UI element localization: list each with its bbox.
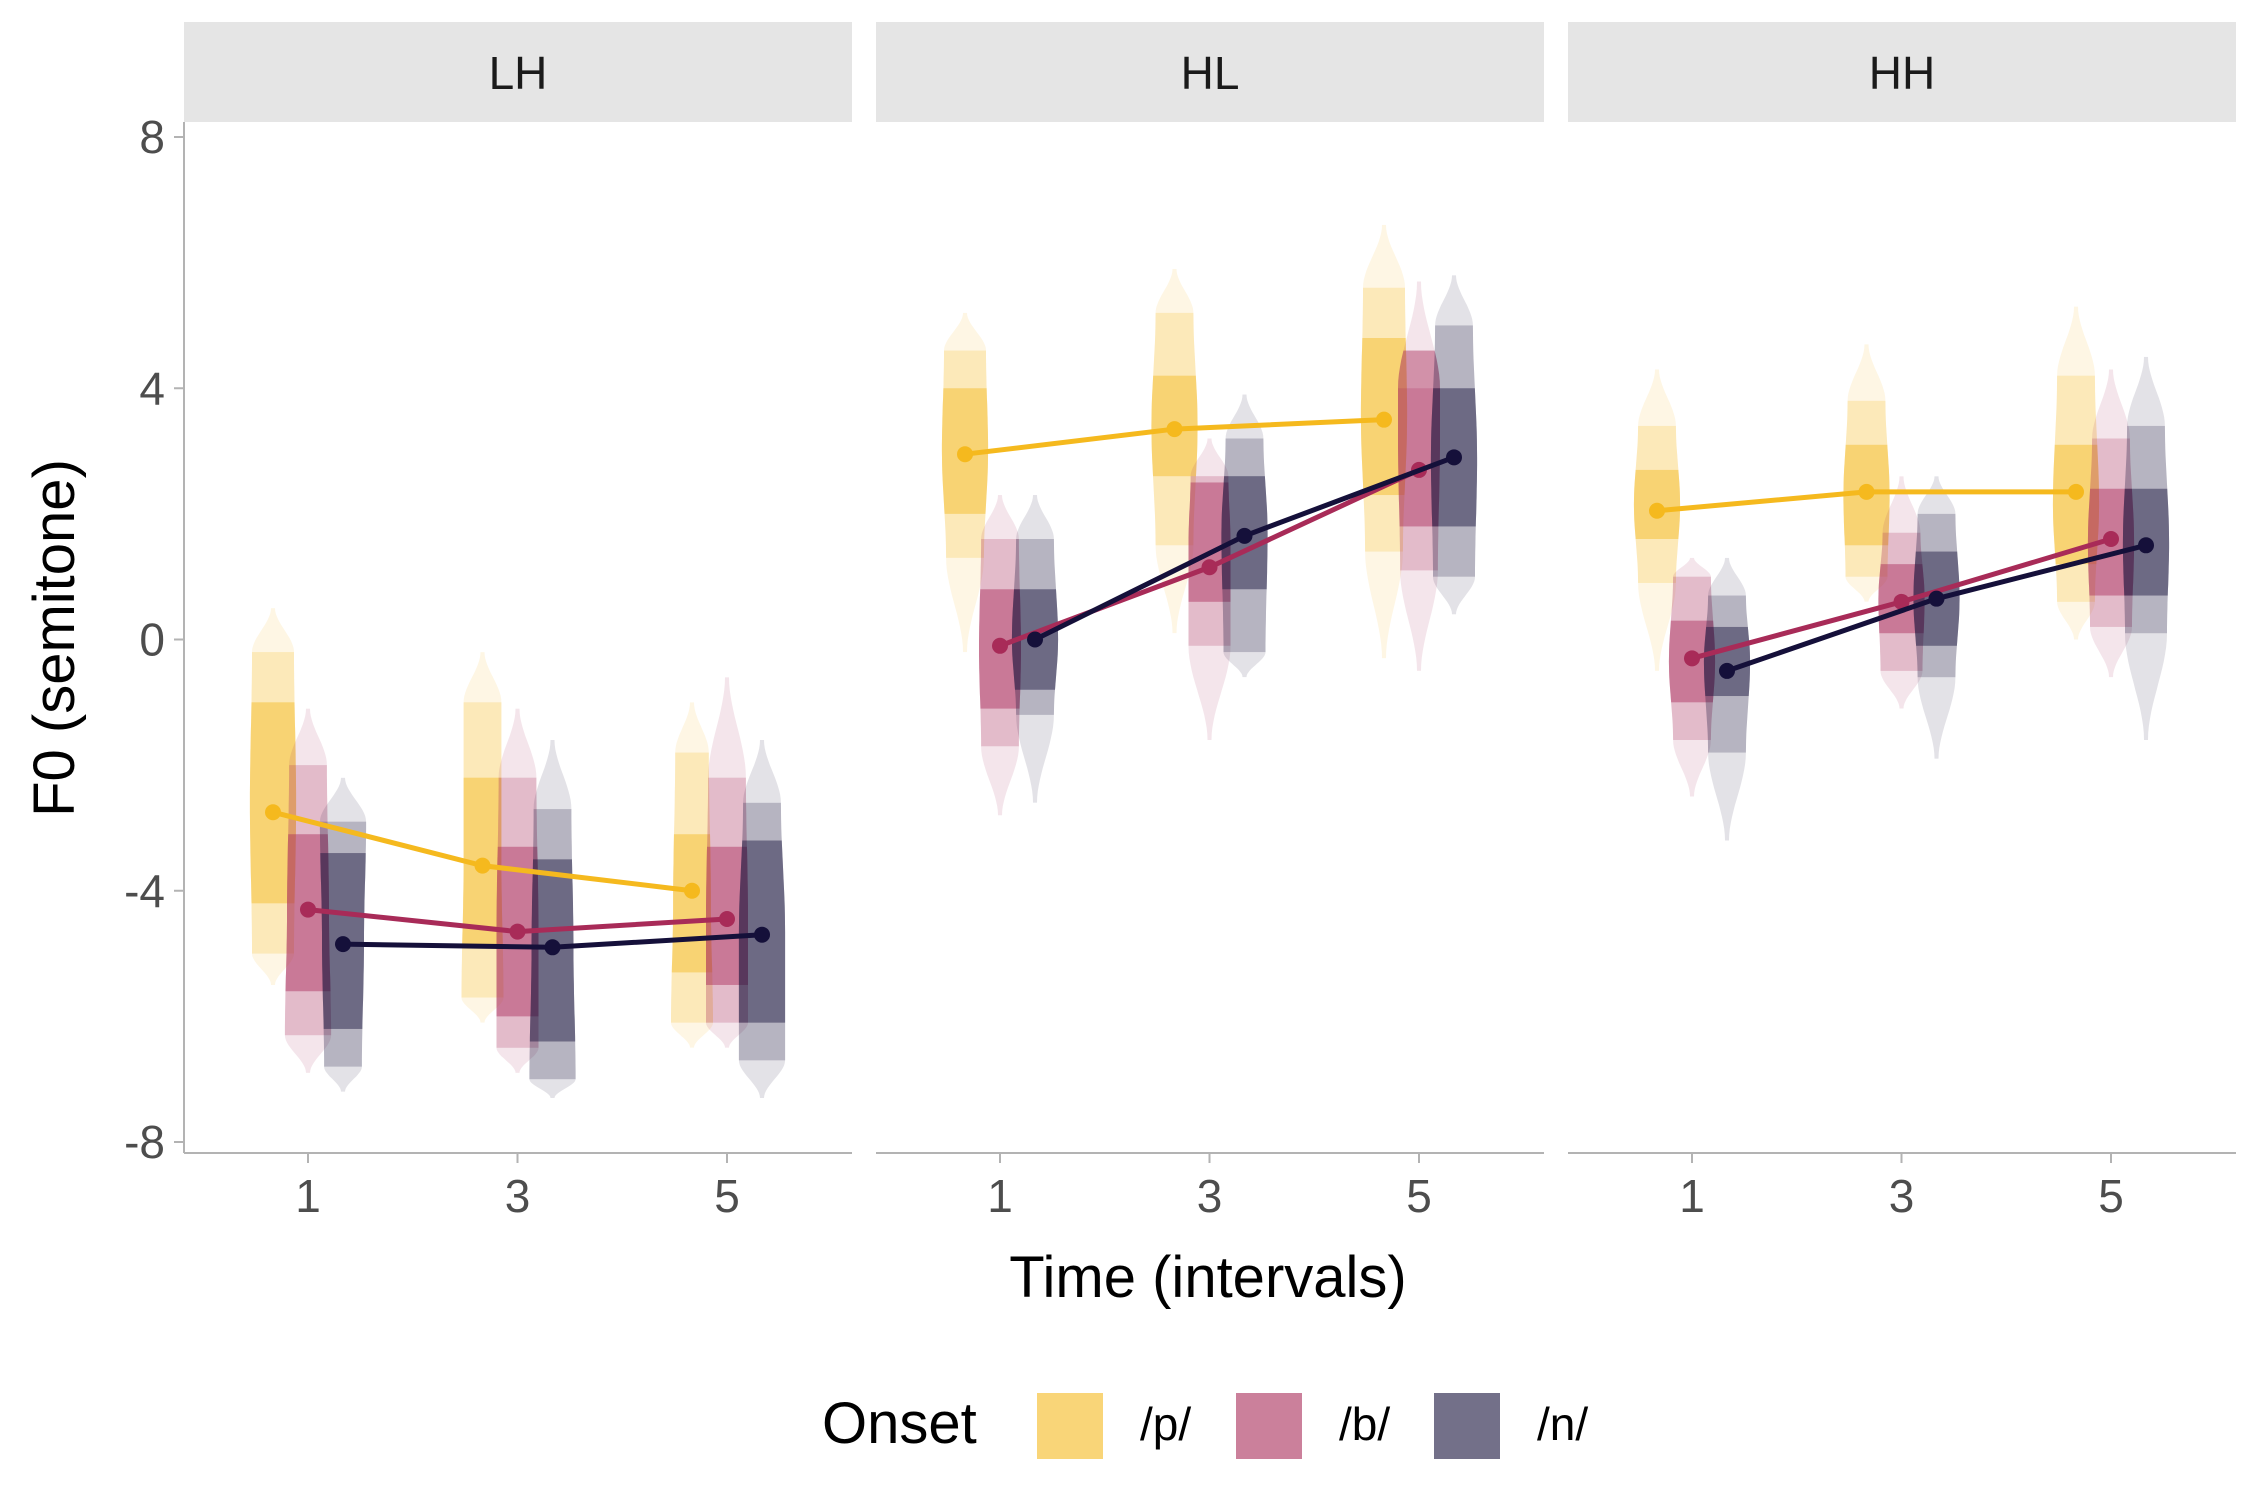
- data-point-b: [719, 911, 735, 928]
- x-tick-label: 5: [714, 1170, 740, 1222]
- legend-entry-label: /b/: [1339, 1398, 1390, 1450]
- violin-band: [2122, 425, 2170, 634]
- x-tick-label: 1: [987, 1170, 1013, 1222]
- data-point-p: [1649, 502, 1665, 519]
- series-lines: [1649, 483, 2154, 679]
- facet-strip: [184, 22, 852, 122]
- data-point-n: [1446, 449, 1462, 466]
- data-point-n: [2138, 537, 2154, 554]
- data-point-p: [1376, 411, 1392, 428]
- legend-entry-label: /n/: [1537, 1398, 1588, 1450]
- y-axis-title: F0 (semitone): [22, 459, 87, 817]
- data-point-p: [957, 446, 973, 463]
- violin-band: [461, 652, 504, 1023]
- x-tick-label: 5: [2098, 1170, 2124, 1222]
- violin-p-t1: [249, 608, 297, 985]
- y-tick-label: -8: [124, 1116, 165, 1168]
- violin-band: [1398, 350, 1440, 527]
- violin-band: [671, 702, 713, 1048]
- violin-band: [2087, 369, 2135, 678]
- data-point-n: [1236, 527, 1253, 544]
- x-axis-title: Time (intervals): [1009, 1245, 1406, 1310]
- data-point-b: [1201, 559, 1218, 576]
- facet-strip: [876, 22, 1544, 122]
- legend-key-swatch: [1434, 1393, 1500, 1459]
- series-lines: [957, 411, 1462, 654]
- violin-band: [1843, 344, 1890, 602]
- data-point-n: [335, 936, 351, 953]
- legend-key-swatch: [1037, 1393, 1103, 1459]
- x-tick-label: 3: [1197, 1170, 1223, 1222]
- violin-band: [706, 777, 748, 1023]
- violin-band: [1188, 482, 1231, 602]
- violin-band: [979, 495, 1021, 816]
- violin-n-t5: [1430, 275, 1478, 615]
- facet-strip-label: HL: [1181, 47, 1240, 99]
- violin-band: [284, 708, 332, 1073]
- data-point-b: [300, 901, 316, 918]
- data-point-p: [2068, 483, 2084, 500]
- data-point-p: [684, 882, 700, 899]
- y-tick-label: 0: [139, 614, 165, 666]
- legend-key-swatch: [1236, 1393, 1302, 1459]
- data-point-n: [754, 926, 770, 943]
- violin-band: [249, 652, 297, 954]
- facet-strip: [1568, 22, 2236, 122]
- data-point-n: [1719, 662, 1735, 679]
- data-point-p: [1166, 421, 1183, 438]
- facet-panel-hl: HL 1 3 5: [876, 22, 1544, 1222]
- series-lines: [265, 804, 770, 956]
- legend-title: Onset: [822, 1391, 977, 1456]
- violin-band: [1703, 626, 1751, 697]
- data-point-b: [509, 923, 526, 940]
- violin-band: [496, 708, 539, 1073]
- y-axis: -8 -4 0 4 8: [124, 111, 185, 1168]
- data-point-b: [1893, 593, 1910, 610]
- data-point-n: [544, 939, 561, 956]
- violin-band: [671, 834, 713, 973]
- y-tick-label: 8: [139, 111, 165, 163]
- data-point-b: [992, 637, 1008, 654]
- violin-band: [496, 777, 539, 1048]
- data-point-p: [474, 857, 491, 874]
- facet-strip-label: LH: [489, 47, 548, 99]
- x-tick-label: 1: [295, 1170, 321, 1222]
- violin-band: [249, 608, 297, 985]
- panels: LH 1 3 5 HL 1 3 5 HH 1 3 5: [184, 22, 2236, 1222]
- violin-band: [2052, 306, 2100, 640]
- violin-band: [1398, 388, 1440, 571]
- data-point-p: [265, 804, 281, 821]
- x-tick-label: 3: [1889, 1170, 1915, 1222]
- data-point-b: [1684, 650, 1700, 667]
- data-point-n: [1027, 631, 1043, 648]
- violins: [249, 608, 786, 1098]
- data-point-b: [2103, 531, 2119, 547]
- violins: [1633, 306, 2170, 841]
- violin-b-t1: [284, 708, 332, 1073]
- x-tick-label: 5: [1406, 1170, 1432, 1222]
- violin-band: [1430, 275, 1478, 615]
- violin-b-t1: [979, 495, 1021, 816]
- violin-band: [284, 765, 332, 1036]
- data-point-n: [1928, 590, 1945, 607]
- facet-panel-hh: HH 1 3 5: [1568, 22, 2236, 1222]
- legend: Onset /p/ /b/ /n/: [822, 1391, 1588, 1459]
- facet-strip-label: HH: [1869, 47, 1935, 99]
- x-tick-label: 3: [505, 1170, 531, 1222]
- data-point-p: [1858, 483, 1875, 500]
- x-tick-label: 1: [1679, 1170, 1705, 1222]
- legend-entry-label: /p/: [1140, 1398, 1191, 1450]
- violin-band: [529, 740, 576, 1098]
- facet-panel-lh: LH 1 3 5: [184, 22, 852, 1222]
- violin-band: [249, 702, 297, 904]
- y-tick-label: -4: [124, 865, 165, 917]
- violin-band: [738, 740, 786, 1098]
- violins: [941, 224, 1478, 816]
- y-tick-label: 4: [139, 362, 165, 414]
